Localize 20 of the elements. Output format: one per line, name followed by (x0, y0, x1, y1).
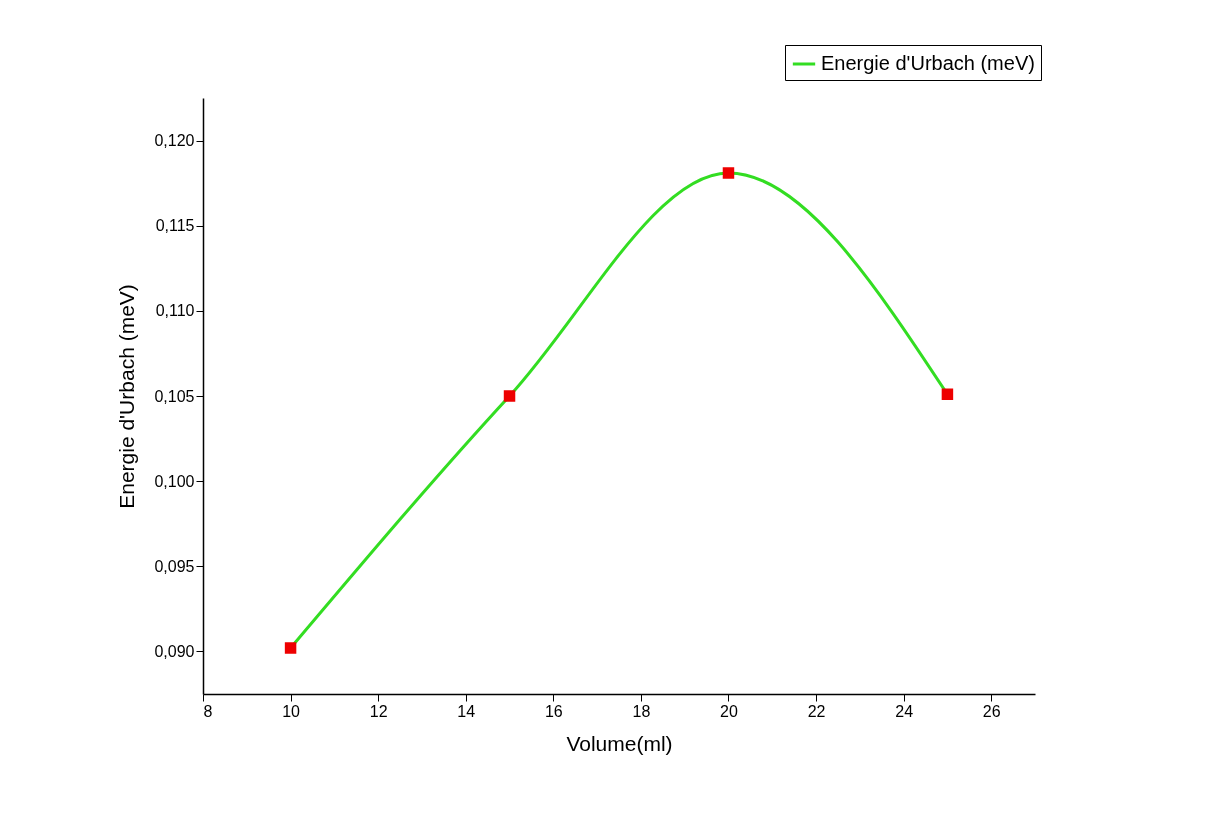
y-tick-label: 0,110 (155, 302, 195, 320)
y-tick-label: 0,105 (154, 387, 195, 405)
x-tick-label: 20 (720, 702, 738, 720)
y-tick-label: 0,115 (155, 217, 195, 235)
x-tick-label: 10 (282, 702, 301, 720)
x-tick-label: 12 (369, 702, 388, 720)
x-tick-label: 8 (203, 702, 213, 720)
y-tick-label: 0,095 (154, 557, 195, 575)
x-tick-label: 24 (895, 702, 914, 720)
x-tick-label: 14 (457, 702, 476, 720)
x-axis-title: Volume(ml) (566, 731, 673, 755)
y-axis-title: Energie d'Urbach (meV) (115, 284, 139, 509)
y-tick-label: 0,090 (154, 642, 195, 660)
legend-label: Energie d'Urbach (meV) (821, 52, 1035, 74)
x-tick-label: 22 (807, 702, 826, 720)
x-tick-label: 26 (982, 702, 1001, 720)
x-tick-label: 16 (544, 702, 563, 720)
y-tick-label: 0,120 (154, 132, 195, 150)
y-tick-label: 0,100 (154, 472, 195, 490)
x-tick-label: 18 (632, 702, 651, 720)
